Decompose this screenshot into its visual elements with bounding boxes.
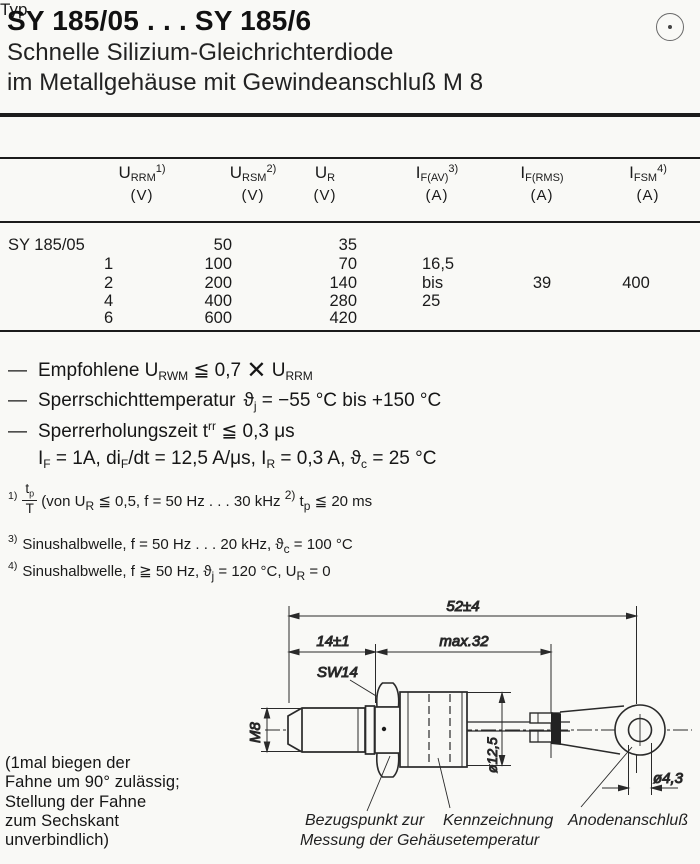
note-urwm: — Empfohlene URWM ≦ 0,7 ✕ URRM [8, 357, 313, 384]
ref-point-leader [366, 755, 391, 812]
svg-text:max.32: max.32 [439, 633, 489, 650]
page-title: SY 185/05 . . . SY 185/6 [7, 5, 312, 36]
case-cylinder [399, 691, 468, 768]
column-header-urrm: URRM1) (V) [118, 163, 166, 204]
threaded-stud [287, 707, 366, 753]
note-junction-temperature: — Sperrschichttemperatur ϑj = −55 °C bis +… [8, 390, 442, 413]
table-row: SY 185/05 50 35 [8, 236, 357, 254]
svg-text:M8: M8 [247, 722, 264, 743]
case-temp-reference-dot [381, 726, 387, 732]
wrench-size-label: SW14 [317, 664, 387, 703]
svg-text:SW14: SW14 [317, 664, 358, 681]
svg-text:14±1: 14±1 [316, 633, 349, 650]
anode-leader [580, 746, 633, 808]
dim-thread-size: M8 [247, 706, 300, 754]
label-anode-terminal: Anodenanschluß [568, 812, 689, 829]
crimp-sleeve [529, 712, 561, 745]
table-row: 6 600 420 [104, 309, 357, 327]
table-row: 1 100 70 16,5 [104, 255, 455, 273]
table-rule-mid [0, 221, 700, 223]
subtitle-line-1: Schnelle Silizium-Gleichrichterdiode [7, 39, 394, 66]
table-rule-top [0, 157, 700, 159]
hex-nut [374, 682, 401, 778]
lug-bending-note: (1mal biegen der Fahne um 90° zulässig; … [5, 754, 180, 850]
dim-body-diameter: ø12,5 [467, 691, 511, 774]
circle-dot-icon [656, 13, 684, 41]
subtitle-line-2: im Metallgehäuse mit Gewindeanschluß M 8 [7, 69, 484, 96]
footnote-1: 1) tp T (von UR ≦ 0,5, f = 50 Hz . . . 30 … [8, 481, 373, 516]
header-rule [0, 113, 700, 117]
column-header-ifav: IF(AV)3) (A) [415, 163, 459, 204]
svg-text:52±4: 52±4 [446, 598, 479, 615]
label-marking: Kennzeichnung [443, 812, 554, 829]
label-reference-point-line1: Bezugspunkt zur [305, 812, 425, 829]
column-header-ur: UR (V) [313, 163, 337, 204]
label-reference-point-line2: Messung der Gehäusetemperatur [300, 832, 540, 849]
note-reverse-recovery: — Sperrerholungszeit trr ≦ 0,3 μs [8, 419, 295, 442]
svg-text:ø4,3: ø4,3 [653, 770, 684, 787]
tp-over-T-fraction: tp T [22, 482, 38, 515]
column-header-typ: Typ [0, 0, 28, 19]
solder-lug [559, 704, 666, 756]
column-header-ifsm: IFSM4) (A) [629, 163, 667, 204]
dim-thread-length: 14±1 [287, 633, 378, 656]
outline-drawing-svg: 52±4 14±1 max.32 SW1 [247, 598, 692, 812]
marking-leader [437, 757, 451, 809]
note-recovery-conditions: IF = 1A, diF/dt = 12,5 A/μs, IR = 0,3 A,… [38, 448, 437, 471]
table-row: 4 400 280 25 [104, 292, 441, 310]
washer [364, 705, 376, 755]
dim-overall-length: 52±4 [287, 598, 639, 620]
table-row: 2 200 140 bis 39 400 [104, 274, 650, 292]
dim-hole-diameter: ø4,3 [602, 743, 684, 795]
package-outline-drawing: 52±4 14±1 max.32 SW1 [240, 595, 700, 864]
column-header-ursm: URSM2) (V) [229, 163, 277, 204]
ratings-table: Typ URRM1) (V) URSM2) (V) UR (V) IF(AV)3… [0, 0, 700, 332]
svg-text:ø12,5: ø12,5 [484, 737, 500, 773]
column-header-ifrms: IF(RMS) (A) [520, 163, 564, 204]
footnote-4: 4) Sinushalbwelle, f ≧ 50 Hz, ϑj = 120 °C… [8, 560, 331, 583]
footnote-3: 3) Sinushalbwelle, f = 50 Hz . . . 20 kHz… [8, 533, 353, 556]
dim-body-length: max.32 [375, 633, 553, 656]
table-rule-bottom [0, 330, 700, 332]
